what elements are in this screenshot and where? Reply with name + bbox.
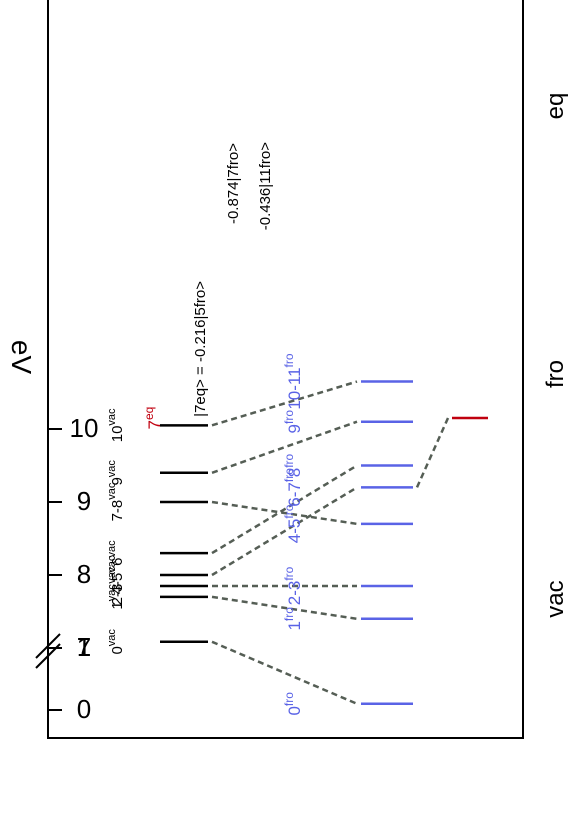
correlation-line [211,640,358,705]
level-label-fro-8: 8fro [282,453,304,477]
y-tick-label: 10 [70,413,99,443]
correlation-line [211,380,358,427]
level-label-fro-0: 0fro [282,692,304,716]
column-label-vac: vac [542,580,569,617]
level-label-vac-6: 6vac [106,540,126,566]
level-label-eq-7: 7eq [142,407,164,430]
level-label-vac-2-3: 2-3vac [106,566,126,605]
y-tick-label: 9 [77,486,91,516]
correlation-line [211,420,358,474]
annotation-line-3: -0.436|11fro> [257,142,274,231]
level-label-vac-0: 0vac [106,629,126,655]
level-label-fro-10-11: 10-11fro [282,353,304,410]
column-label-eq: eq [542,93,569,120]
plot-frame [47,0,524,739]
y-tick-label: 7 [77,632,91,662]
column-label-fro: fro [542,360,569,388]
level-label-fro-6-7: 6-7fro [282,468,304,507]
annotation-line-2: -0.874|7fro> [225,143,242,224]
level-label-vac-10: 10vac [106,408,126,442]
correlation-lines [211,380,450,705]
level-label-fro-9: 9fro [282,410,304,434]
correlation-line [211,595,358,621]
y-tick-label: 0 [77,694,91,724]
level-label-fro-4-5: 4-5fro [282,504,304,543]
level-label-vac-1: 1vac [106,584,126,610]
axis-break-mark [35,643,61,669]
eq-annotation: |7eq> = -0.216|5fro> -0.874|7fro> -0.436… [192,142,274,417]
level-label-vac-4-5: 4-5vac [106,555,126,594]
y-tick-label: 1 [77,632,91,662]
level-label-vac-9: 9vac [106,460,126,486]
correlation-line [211,486,358,577]
energy-levels [160,380,488,706]
correlation-line [211,464,358,555]
correlation-line [211,500,358,526]
axis-break-mark [35,633,61,659]
annotation-line-1: |7eq> = -0.216|5fro> [192,281,209,417]
correlation-line [415,417,450,488]
level-label-vac-7-8: 7-8vac [106,482,126,521]
level-label-fro-1: 1fro [282,607,304,631]
level-label-fro-2-3: 2-3fro [282,566,304,605]
y-axis: 0 17 8 9 10 [35,413,99,724]
y-tick-label: 8 [77,559,91,589]
y-axis-title: eV [6,340,37,375]
